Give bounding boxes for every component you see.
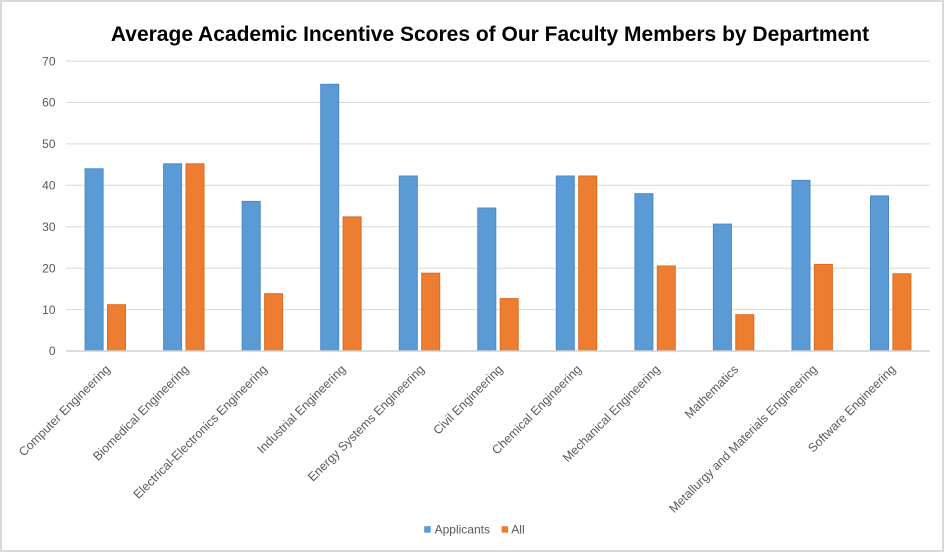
svg-text:10: 10	[42, 303, 56, 317]
svg-text:70: 70	[42, 54, 56, 68]
svg-text:30: 30	[42, 220, 56, 234]
svg-text:20: 20	[42, 261, 56, 275]
svg-text:40: 40	[42, 179, 56, 193]
svg-text:60: 60	[42, 96, 56, 110]
svg-text:Applicants: Applicants	[435, 523, 490, 537]
svg-text:Average Academic Incentive Sco: Average Academic Incentive Scores of Our…	[111, 23, 869, 46]
svg-text:0: 0	[49, 344, 56, 358]
svg-text:50: 50	[42, 137, 56, 151]
svg-text:All: All	[511, 523, 524, 537]
